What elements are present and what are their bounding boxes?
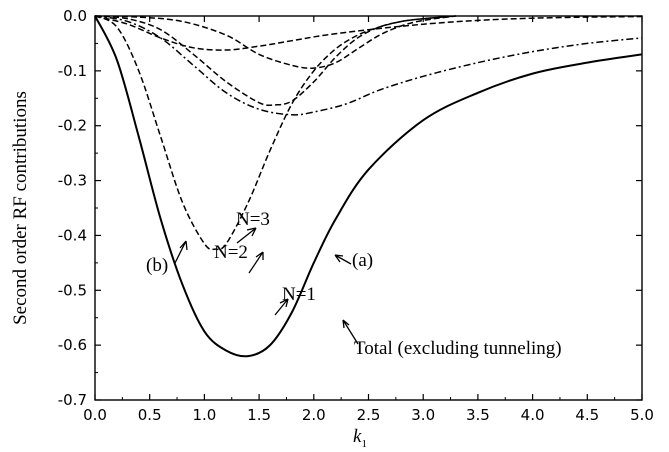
y-tick-label: -0.6 [58,336,87,354]
annotation-n1: N=1 [282,284,316,305]
annotation-arrows [174,227,359,345]
x-tick-label: 0.5 [138,406,162,424]
y-tick-label: -0.4 [58,226,87,244]
x-tick-label: 3.5 [466,406,490,424]
x-tick-label: 2.0 [302,406,326,424]
annotation-total: Total (excluding tunneling) [354,338,562,359]
x-tick-label: 1.5 [247,406,271,424]
x-tick-label: 2.5 [357,406,381,424]
arrow-total [342,319,359,345]
series-line-5 [94,15,643,51]
x-tick-label: 4.0 [521,406,545,424]
annotation-n2: N=2 [214,242,248,263]
y-tick-label: -0.7 [58,391,87,409]
y-tick-label: -0.2 [58,117,87,135]
y-axis-title: Second order RF contributions [10,91,31,325]
series-line-0 [94,15,643,358]
arrow-n2 [248,251,264,274]
arrow-b [174,240,188,264]
ticks-layer: 0.0 0.5 1.0 1.5 2.0 2.5 3.0 3.5 4.0 4.5 5.0 0.0 -0.1… [58,7,654,424]
x-tick-label: 1.0 [192,406,216,424]
y-tick-label: -0.1 [58,62,87,80]
series-layer [94,15,643,358]
x-tick-label: 3.0 [411,406,435,424]
x-tick-label: 4.5 [575,406,599,424]
series-line-2 [94,15,457,107]
series-line-1 [94,15,457,251]
y-tick-label: -0.5 [58,281,87,299]
arrow-n3 [236,227,257,244]
annotation-a: (a) [352,250,373,271]
x-tick-label: 0.0 [83,406,107,424]
x-axis-title: k1 [353,426,367,450]
annotation-b: (b) [146,255,168,276]
plot-frame [94,15,643,401]
y-tick-label: 0.0 [63,7,87,25]
arrow-a [334,254,352,265]
x-axis-title-subscript: 1 [361,438,367,450]
x-tick-label: 5.0 [630,406,654,424]
series-line-3 [94,15,457,69]
arrow-n1 [274,298,289,316]
y-tick-label: -0.3 [58,172,87,190]
annotation-n3: N=3 [236,209,270,230]
